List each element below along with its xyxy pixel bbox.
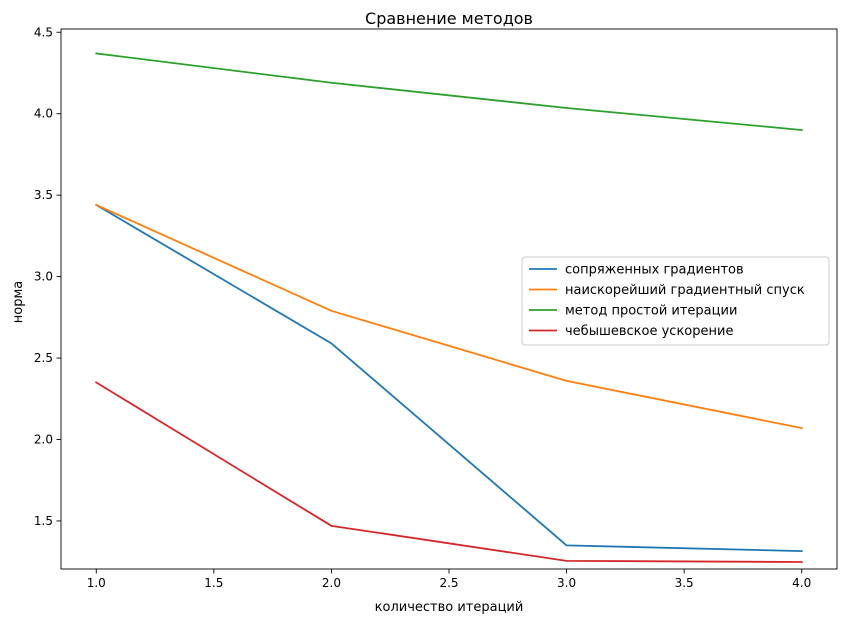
series-line-4 (95, 381, 803, 563)
y-tick-label: 3.0 (34, 270, 53, 284)
x-tick-label: 1.5 (204, 576, 223, 590)
legend-label-4: чебышевское ускорение (565, 324, 733, 339)
y-tick-label: 2.5 (34, 351, 53, 365)
y-tick-label: 1.5 (34, 514, 53, 528)
plot-area: 1.0 1.5 2.0 2.5 3.0 3.5 4.0 1.5 2.0 2.5 3.0 3.5 4.0 4… (34, 25, 838, 590)
legend-label-2: наискорейший градиентный спуск (565, 283, 805, 298)
series-line-3 (95, 52, 803, 131)
y-axis-label: норма (11, 281, 26, 323)
y-tick-label: 4.0 (34, 107, 53, 121)
x-tick-label: 4.0 (792, 576, 811, 590)
chart-title: Сравнение методов (365, 9, 533, 28)
x-tick-label: 2.0 (322, 576, 341, 590)
x-axis-label: количество итераций (375, 600, 524, 615)
y-tick-label: 2.0 (34, 432, 53, 446)
x-tick-label: 3.5 (675, 576, 694, 590)
legend-label-3: метод простой итерации (565, 304, 737, 319)
x-tick-label: 3.0 (557, 576, 576, 590)
series-line-1 (95, 203, 803, 553)
x-tick-label: 2.5 (439, 576, 458, 590)
x-tick-label: 1.0 (87, 576, 106, 590)
legend-box (521, 256, 830, 346)
y-tick-label: 4.5 (34, 25, 53, 39)
y-tick-label: 3.5 (34, 188, 53, 202)
legend-label-1: сопряженных градиентов (565, 263, 744, 278)
series-line-2 (95, 203, 803, 430)
legend: сопряженных градиентов наискорейший гради… (521, 256, 830, 346)
